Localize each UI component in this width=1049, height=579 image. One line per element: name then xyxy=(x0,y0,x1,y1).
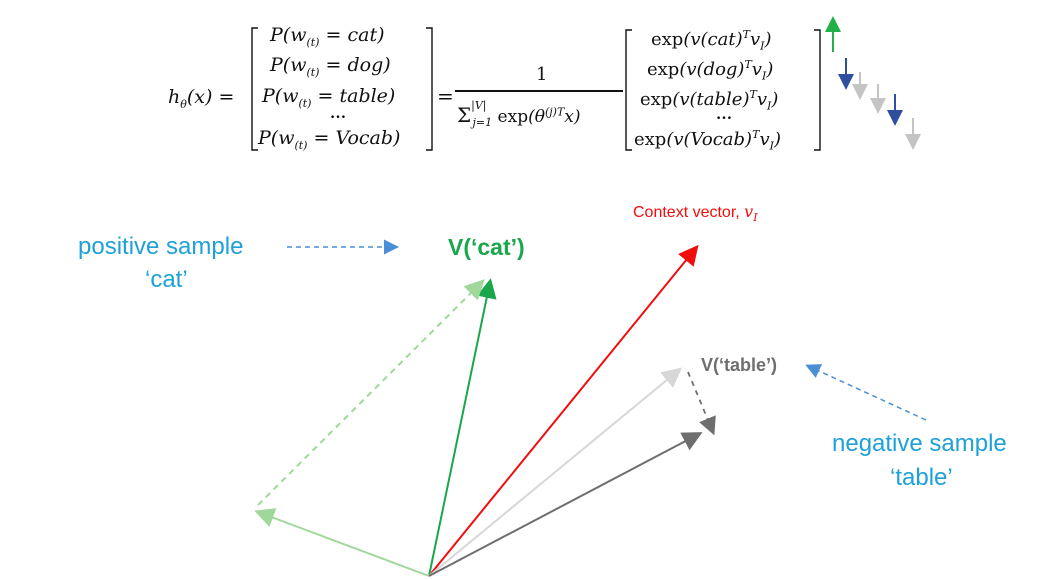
exp-row-table: exp(v(table)TvI) xyxy=(640,88,779,113)
cat-vector-label: V(‘cat’) xyxy=(448,234,525,260)
prob-row-table: P(w(t) = table) xyxy=(262,85,396,110)
prob-row-cat: P(w(t) = cat) xyxy=(270,24,385,49)
prob-vector-brackets xyxy=(251,27,433,151)
trend-arrows xyxy=(825,16,921,150)
fraction-bar xyxy=(455,90,623,92)
equation-lhs: hθ(x) = xyxy=(168,86,235,111)
exp-row-ellipsis: … xyxy=(716,106,732,123)
negative-sample-pointer-arrow xyxy=(805,364,927,421)
prob-row-dog: P(w(t) = dog) xyxy=(270,54,391,79)
table-original-vector-arrow xyxy=(428,367,683,577)
prob-row-ellipsis: … xyxy=(330,105,346,122)
exp-row-cat: exp(v(cat)TvI) xyxy=(651,28,772,53)
exp-vector-brackets xyxy=(625,29,821,151)
table-vector-label: V(‘table’) xyxy=(701,355,778,375)
equation-equals: = xyxy=(437,84,454,108)
negative-sample-word: ‘table’ xyxy=(890,464,953,491)
context-vector-arrow xyxy=(428,244,699,577)
prob-row-vocab: P(w(t) = Vocab) xyxy=(258,127,401,152)
cat-original-vector-arrow xyxy=(254,508,430,577)
exp-row-dog: exp(v(dog)TvI) xyxy=(647,58,774,83)
table-vector-arrow xyxy=(428,432,703,577)
negative-sample-label: negative sample xyxy=(832,430,1007,457)
cat-update-dashed-arrow xyxy=(257,279,485,506)
fraction-denominator: Σ|V|j=1 exp(θ(j)Tx) xyxy=(457,99,581,130)
context-vector-label: Context vector, vI xyxy=(633,202,758,225)
positive-sample-label: positive sample xyxy=(78,233,244,260)
fraction-numerator: 1 xyxy=(536,64,548,85)
exp-row-vocab: exp(v(Vocab)TvI) xyxy=(634,128,781,153)
cat-vector-arrow xyxy=(428,278,497,577)
table-update-dashed-arrow xyxy=(687,371,716,436)
positive-sample-word: ‘cat’ xyxy=(145,266,188,293)
